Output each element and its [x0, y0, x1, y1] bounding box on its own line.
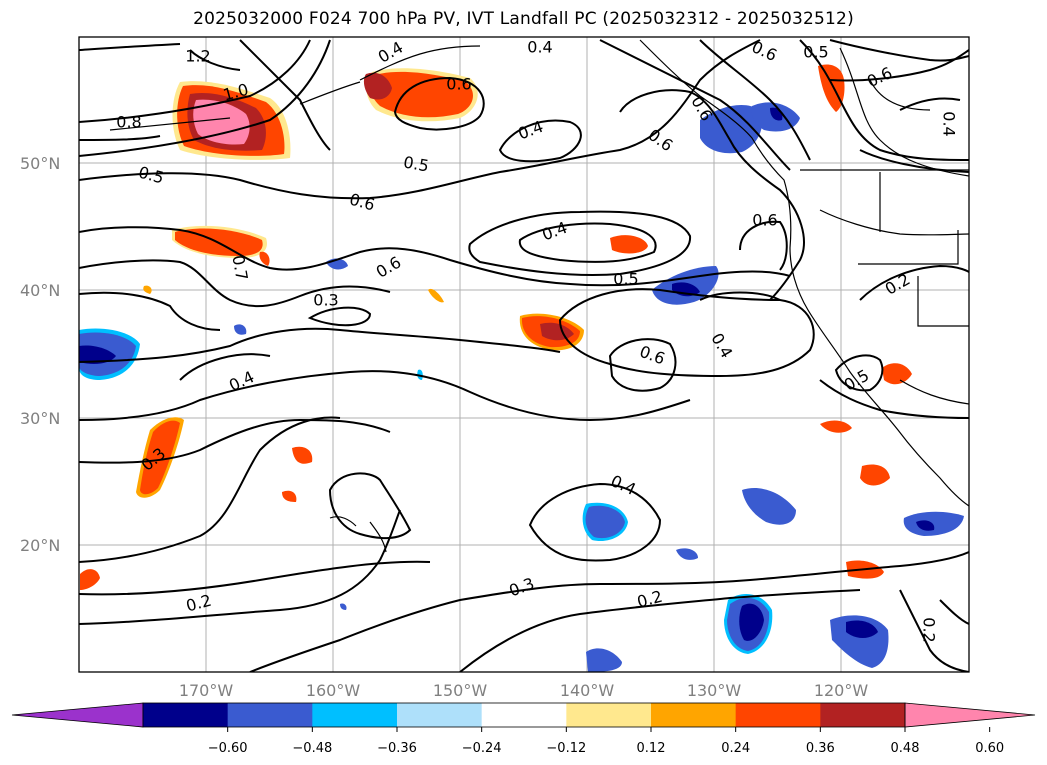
anomaly-patch-bc-coast: [818, 64, 845, 112]
longitude-axis: 170°W 160°W 150°W 140°W 130°W 120°W: [179, 681, 869, 700]
colorbar-tick-label: 0.36: [806, 741, 835, 756]
contour-label: 0.4: [940, 111, 959, 136]
contour-label: 0.5: [613, 270, 638, 289]
contour-label: 0.3: [313, 291, 338, 310]
contour-label: 0.4: [527, 38, 552, 57]
lat-label-20n: 20°N: [20, 536, 60, 555]
contour-label: 0.6: [752, 211, 777, 230]
colorbar-segment: [735, 703, 821, 727]
colorbar-tick-label: −0.60: [208, 741, 248, 756]
lon-label-160w: 160°W: [306, 681, 361, 700]
colorbar-extend-min: [11, 702, 144, 728]
colorbar-tick-label: 0.24: [721, 741, 750, 756]
colorbar-tick-label: 0.12: [637, 741, 666, 756]
anomaly-patch-baja: [820, 420, 852, 433]
lon-label-130w: 130°W: [687, 681, 742, 700]
colorbar-tick-label: −0.48: [292, 741, 332, 756]
colorbar-segment: [481, 703, 567, 727]
lon-label-170w: 170°W: [179, 681, 234, 700]
colorbar-segment: [143, 703, 229, 727]
colorbar-tick-label: 0.48: [891, 741, 920, 756]
lat-label-50n: 50°N: [20, 154, 60, 173]
colorbar-segment: [566, 703, 652, 727]
colorbar: −0.60 −0.48 −0.36 −0.24 −0.12 0.12 0.24 0.36 0.4…: [11, 702, 1036, 756]
colorbar-tick-label: −0.36: [377, 741, 417, 756]
latitude-axis: 50°N 40°N 30°N 20°N: [20, 154, 60, 555]
colorbar-segment: [820, 703, 906, 727]
anomaly-patch-21n-112w: [903, 511, 964, 536]
contour-label: 0.6: [446, 75, 471, 94]
negative-anomaly-fills: [79, 102, 964, 672]
lat-label-30n: 30°N: [20, 409, 60, 428]
colorbar-segment: [397, 703, 483, 727]
pv-contours: [79, 39, 969, 672]
colorbar-segment: [312, 703, 398, 727]
anomaly-patch-west-17n: [80, 569, 100, 590]
colorbar-segment: [227, 703, 313, 727]
lon-label-150w: 150°W: [433, 681, 488, 700]
map-panel: [79, 37, 969, 672]
contour-label: 0.7: [228, 254, 251, 282]
anomaly-patch-central-44n: [610, 235, 648, 254]
map-frame: [78, 36, 970, 673]
anomaly-patch-23n-126w: [742, 488, 796, 525]
colorbar-tick-label: −0.24: [462, 741, 502, 756]
lon-label-140w: 140°W: [560, 681, 615, 700]
contour-label: 0.2: [920, 617, 939, 642]
contour-label: 0.8: [116, 113, 141, 132]
coastlines: [109, 39, 969, 553]
colorbar-segment: [651, 703, 737, 727]
lon-label-120w: 120°W: [814, 681, 869, 700]
contour-label: 0.5: [803, 43, 828, 62]
lat-label-40n: 40°N: [20, 281, 60, 300]
colorbar-tick-label: 0.60: [975, 741, 1004, 756]
contour-label: 1.2: [185, 47, 210, 66]
colorbar-tick-label: −0.12: [546, 741, 586, 756]
colorbar-extend-max: [904, 702, 1036, 728]
contour-label: 0.5: [402, 152, 430, 175]
anomaly-patch-27n-162w: [292, 446, 313, 464]
anomaly-patch-socal: [882, 363, 912, 385]
map-title: 2025032000 F024 700 hPa PV, IVT Landfall…: [193, 9, 854, 29]
colorbar-frame: [142, 702, 906, 728]
pv-contour-0.8: [79, 39, 311, 123]
